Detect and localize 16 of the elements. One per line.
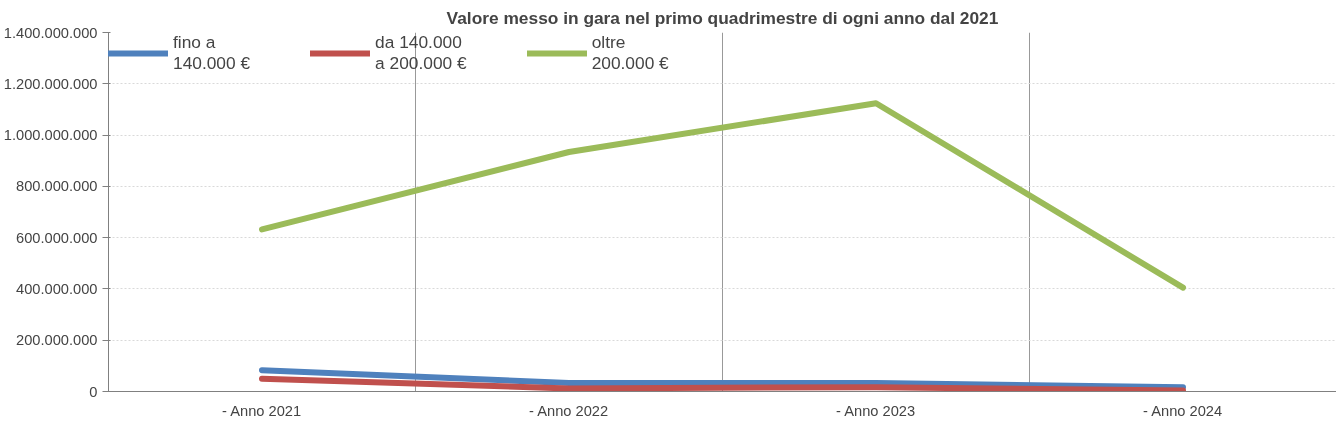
y-tick-label: 1.000.000.000 bbox=[3, 127, 98, 144]
x-tick-label: - Anno 2024 bbox=[1143, 402, 1223, 419]
x-tick-label: - Anno 2021 bbox=[222, 402, 302, 419]
y-tick-label: 1.400.000.000 bbox=[3, 24, 98, 41]
y-tick-label: 200.000.000 bbox=[16, 332, 98, 349]
legend-label: fino a 140.000 € bbox=[173, 32, 251, 74]
legend-label: da 140.000 a 200.000 € bbox=[375, 32, 467, 74]
y-tick-label: 0 bbox=[89, 383, 98, 400]
y-tick-label: 1.200.000.000 bbox=[3, 75, 98, 92]
x-tick-label: - Anno 2023 bbox=[836, 402, 916, 419]
legend-label: oltre 200.000 € bbox=[591, 32, 669, 74]
x-tick-label: - Anno 2022 bbox=[529, 402, 609, 419]
y-tick-label: 800.000.000 bbox=[16, 178, 98, 195]
y-tick-label: 600.000.000 bbox=[16, 229, 98, 246]
chart-title: Valore messo in gara nel primo quadrimestre di ogni anno dal 2021 bbox=[446, 7, 999, 28]
y-tick-label: 400.000.000 bbox=[16, 280, 98, 297]
